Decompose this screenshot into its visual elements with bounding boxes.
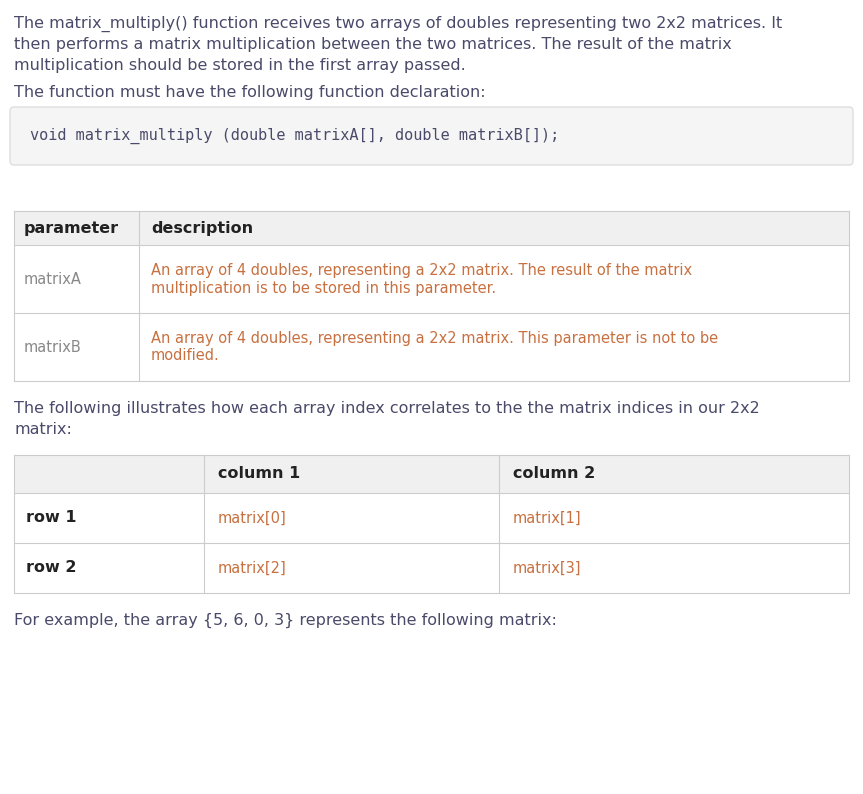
Text: matrixB: matrixB xyxy=(24,340,82,354)
Text: modified.: modified. xyxy=(151,349,220,364)
Text: For example, the array {5, 6, 0, 3} represents the following matrix:: For example, the array {5, 6, 0, 3} repr… xyxy=(14,613,557,628)
Text: The following illustrates how each array index correlates to the the matrix indi: The following illustrates how each array… xyxy=(14,401,759,416)
Text: description: description xyxy=(151,221,253,236)
Text: then performs a matrix multiplication between the two matrices. The result of th: then performs a matrix multiplication be… xyxy=(14,37,732,52)
Text: column 1: column 1 xyxy=(218,467,300,481)
Bar xyxy=(14,543,849,593)
Text: parameter: parameter xyxy=(24,221,119,236)
Bar xyxy=(14,245,849,313)
Text: multiplication should be stored in the first array passed.: multiplication should be stored in the f… xyxy=(14,58,466,73)
Text: matrix[0]: matrix[0] xyxy=(218,511,287,526)
Text: matrix:: matrix: xyxy=(14,422,72,437)
FancyBboxPatch shape xyxy=(10,107,853,165)
Bar xyxy=(14,313,849,381)
Bar xyxy=(14,493,849,543)
Text: matrixA: matrixA xyxy=(24,272,82,287)
Text: matrix[2]: matrix[2] xyxy=(218,561,287,576)
Text: matrix[1]: matrix[1] xyxy=(513,511,582,526)
Text: column 2: column 2 xyxy=(513,467,595,481)
Text: The matrix_multiply() function receives two arrays of doubles representing two 2: The matrix_multiply() function receives … xyxy=(14,16,782,33)
Text: An array of 4 doubles, representing a 2x2 matrix. This parameter is not to be: An array of 4 doubles, representing a 2x… xyxy=(151,330,718,345)
Bar xyxy=(14,455,849,493)
Text: matrix[3]: matrix[3] xyxy=(513,561,582,576)
Text: row 2: row 2 xyxy=(26,561,77,576)
Text: The function must have the following function declaration:: The function must have the following fun… xyxy=(14,85,486,100)
Text: row 1: row 1 xyxy=(26,511,77,526)
Bar xyxy=(14,211,849,245)
Text: void matrix_multiply (double matrixA[], double matrixB[]);: void matrix_multiply (double matrixA[], … xyxy=(30,128,559,144)
Text: An array of 4 doubles, representing a 2x2 matrix. The result of the matrix: An array of 4 doubles, representing a 2x… xyxy=(151,263,692,277)
Text: multiplication is to be stored in this parameter.: multiplication is to be stored in this p… xyxy=(151,280,496,295)
